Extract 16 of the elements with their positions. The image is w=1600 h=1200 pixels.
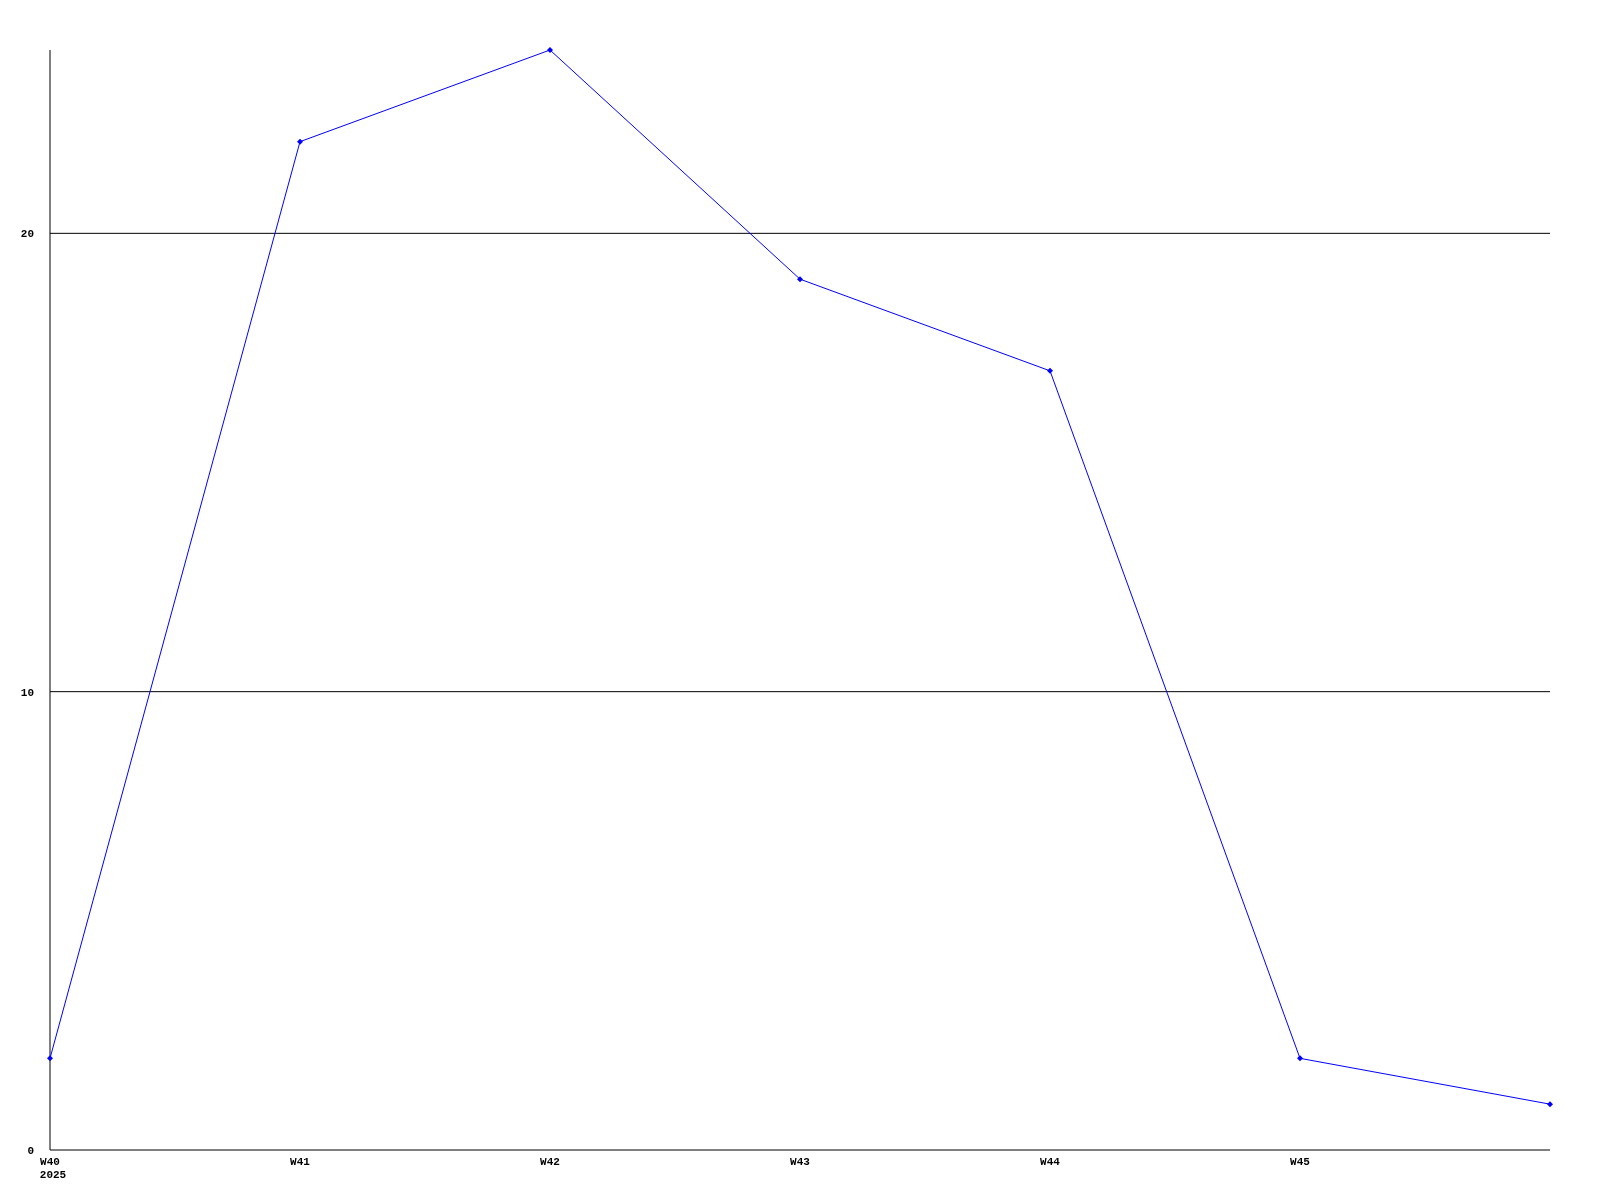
x-tick-label: W41 xyxy=(290,1156,311,1168)
x-tick-label: W42 xyxy=(540,1156,560,1168)
point xyxy=(1047,367,1053,374)
x-tick-label: W43 xyxy=(790,1156,811,1168)
y-tick-label: 20 xyxy=(20,228,34,241)
x-tick-label: W40 2025 xyxy=(39,1156,67,1181)
point xyxy=(547,47,553,53)
y-tick-label: 0 xyxy=(27,1144,34,1157)
y-tick-label: 10 xyxy=(20,686,34,699)
point xyxy=(47,1055,53,1062)
x-tick-label: W44 xyxy=(1040,1156,1061,1168)
point xyxy=(1547,1101,1553,1108)
point xyxy=(297,138,303,145)
point xyxy=(797,276,803,283)
point xyxy=(1297,1055,1303,1062)
x-tick-label: W45 xyxy=(1290,1156,1311,1168)
